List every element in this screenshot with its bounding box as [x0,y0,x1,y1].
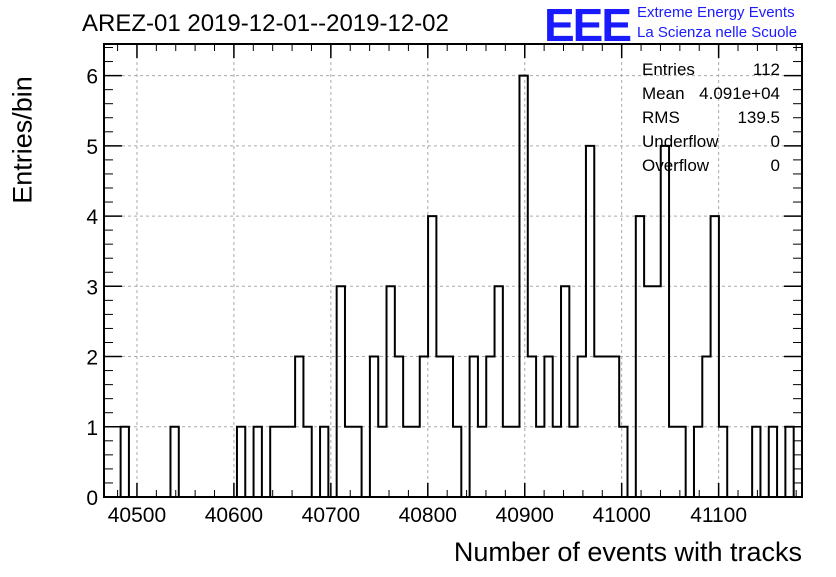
x-tick-label: 40900 [496,504,554,527]
plot-frame [103,43,803,498]
stats-label: Overflow [642,156,710,175]
stats-value: 0 [770,132,780,151]
x-axis-label: Number of events with tracks [453,537,802,567]
stats-row-overflow: Overflow 0 [642,156,780,180]
x-tick-label: 41000 [592,504,650,527]
stats-value: 139.5 [737,108,780,127]
histogram-step-line [104,74,802,498]
stats-row-entries: Entries 112 [642,60,780,84]
logo-line-2: La Scienza nelle Scuole [637,24,798,41]
y-tick-label: 3 [86,276,98,299]
x-tick-label: 40500 [108,504,166,527]
y-tick-label: 2 [86,347,98,370]
stats-value: 4.091e+04 [699,84,780,103]
stats-row-rms: RMS 139.5 [642,108,780,132]
y-tick-label: 5 [86,136,98,159]
stats-row-underflow: Underflow 0 [642,132,780,156]
stats-label: Underflow [642,132,719,151]
stats-label: RMS [642,108,680,127]
y-tick-label: 4 [86,206,98,229]
x-tick-label: 41100 [690,504,747,527]
stats-label: Entries [642,60,695,79]
x-tick-label: 40800 [399,504,457,527]
stats-label: Mean [642,84,685,103]
chart-title: AREZ-01 2019-12-01--2019-12-02 [82,10,449,37]
stats-value: 0 [770,156,780,175]
y-tick-label: 0 [86,487,98,510]
y-tick-label: 6 [86,66,98,89]
eee-logo-mark: EEE [544,0,632,51]
y-axis-label-box: Entries/bin [8,76,38,204]
stats-value: 112 [752,60,780,79]
x-axis: 40500 40600 40700 40800 40900 41000 41100 [108,44,797,527]
x-tick-label: 40600 [205,504,263,527]
stats-row-mean: Mean 4.091e+04 [642,84,780,108]
stats-box: Entries 112 Mean 4.091e+04 RMS 139.5 Und… [642,60,780,180]
y-axis-label: Entries/bin [7,76,38,204]
logo-line-1: Extreme Energy Events [637,4,795,21]
x-tick-label: 40700 [302,504,360,527]
y-tick-label: 1 [86,417,98,440]
